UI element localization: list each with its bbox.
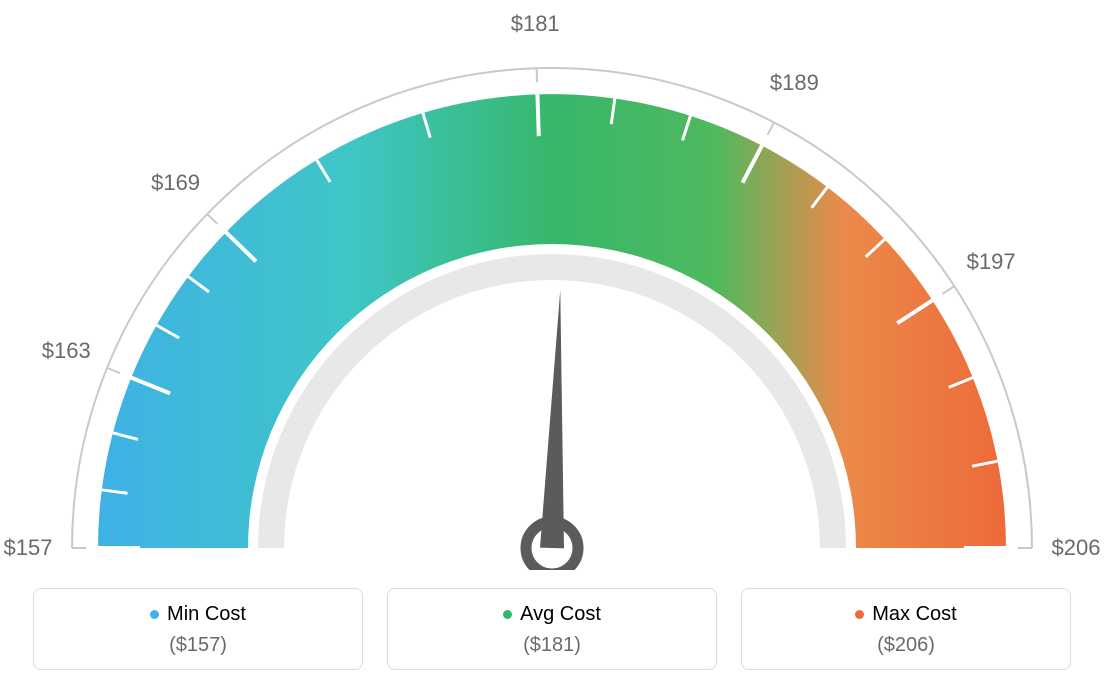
gauge-chart: $157 $163 $169 $181 $189 $197 $206 [0, 0, 1104, 570]
legend-title-avg: Avg Cost [503, 603, 601, 626]
tick-label: $157 [4, 535, 53, 561]
legend-card-max: Max Cost ($206) [741, 588, 1071, 670]
legend-dot-avg [503, 610, 512, 619]
legend-title-max: Max Cost [855, 603, 956, 626]
legend-title-text-avg: Avg Cost [520, 603, 601, 626]
legend-title-text-min: Min Cost [167, 603, 246, 626]
tick-label: $163 [42, 338, 91, 364]
tick-label: $206 [1052, 535, 1101, 561]
legend-row: Min Cost ($157) Avg Cost ($181) Max Cost… [0, 588, 1104, 670]
legend-value-min: ($157) [44, 634, 352, 657]
legend-dot-max [855, 610, 864, 619]
legend-title-min: Min Cost [150, 603, 246, 626]
legend-card-avg: Avg Cost ($181) [387, 588, 717, 670]
legend-card-min: Min Cost ($157) [33, 588, 363, 670]
tick-label: $189 [770, 70, 819, 96]
gauge-svg [0, 0, 1104, 570]
legend-title-text-max: Max Cost [872, 603, 956, 626]
tick-label: $181 [511, 11, 560, 37]
legend-value-max: ($206) [752, 634, 1060, 657]
legend-value-avg: ($181) [398, 634, 706, 657]
tick-label: $197 [967, 249, 1016, 275]
legend-dot-min [150, 610, 159, 619]
tick-label: $169 [151, 170, 200, 196]
